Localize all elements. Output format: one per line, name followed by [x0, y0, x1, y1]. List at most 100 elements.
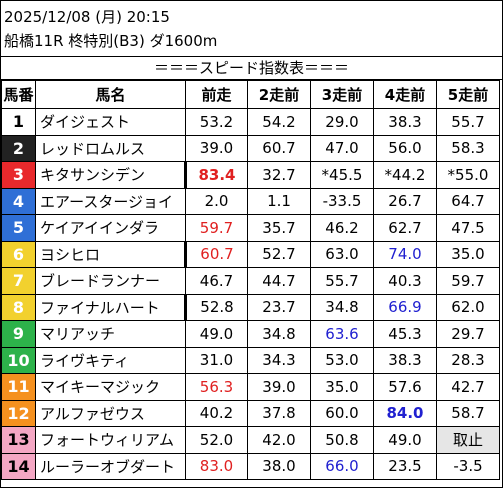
speed-index-cell: 47.5	[436, 214, 500, 242]
speed-index-cell: 62.0	[436, 293, 500, 321]
speed-index-cell: 38.3	[373, 346, 437, 374]
horse-name: ブレードランナー	[35, 267, 186, 295]
speed-index-cell: 34.3	[247, 346, 311, 374]
speed-index-cell: *55.0	[436, 161, 500, 189]
horse-number: 1	[1, 108, 36, 136]
speed-index-cell: 46.7	[185, 267, 248, 295]
speed-index-cell: 63.0	[310, 240, 374, 268]
speed-index-cell: 83.4	[184, 161, 248, 189]
speed-index-cell: 46.2	[310, 214, 374, 242]
table-row: 13 フォートウィリアム 52.0 42.0 50.8 49.0 取止	[1, 426, 500, 454]
header-last-race: 前走	[185, 80, 248, 109]
table-row: 4 エアースタージョイ 2.0 1.1 -33.5 26.7 64.7	[1, 187, 500, 215]
speed-index-cell: 53.0	[310, 346, 374, 374]
speed-index-cell: 42.0	[247, 426, 311, 454]
speed-index-cell: 56.3	[185, 373, 248, 401]
speed-index-cell: 53.2	[185, 108, 248, 136]
table-row: 11 マイキーマジック 56.3 39.0 35.0 57.6 42.7	[1, 373, 500, 401]
horse-name: ヨシヒロ	[35, 240, 186, 268]
speed-index-cell: 42.7	[436, 373, 500, 401]
speed-index-cell: 60.7	[247, 134, 311, 162]
speed-index-cell: 74.0	[373, 240, 437, 268]
speed-index-cell: 35.0	[310, 373, 374, 401]
speed-index-cell: 29.7	[436, 320, 500, 348]
horse-number: 8	[1, 293, 36, 321]
speed-index-cell: 54.2	[247, 108, 311, 136]
speed-index-cell: 29.0	[310, 108, 374, 136]
speed-index-cell: 55.7	[310, 267, 374, 295]
table-row: 5 ケイアイインダラ 59.7 35.7 46.2 62.7 47.5	[1, 214, 500, 242]
table-row: 8 ファイナルハート 52.8 23.7 34.8 66.9 62.0	[1, 293, 500, 321]
speed-index-cell: 37.8	[247, 399, 311, 427]
speed-index-cell: 45.3	[373, 320, 437, 348]
speed-index-cell: 34.8	[310, 293, 374, 321]
header-horse-name: 馬名	[35, 80, 186, 109]
speed-index-table: 馬番 馬名 前走 2走前 3走前 4走前 5走前 1 ダイジェスト 53.2 54.2…	[1, 80, 500, 480]
speed-index-cell: -33.5	[310, 187, 374, 215]
header-5-races-ago: 5走前	[436, 80, 500, 109]
speed-index-cell: 47.0	[310, 134, 374, 162]
speed-index-cell: 59.7	[436, 267, 500, 295]
speed-index-cell: 取止	[436, 426, 500, 454]
horse-number: 2	[1, 134, 36, 162]
horse-number: 14	[1, 452, 36, 480]
horse-name: フォートウィリアム	[35, 426, 186, 454]
header-4-races-ago: 4走前	[373, 80, 437, 109]
race-title: 船橋11R 柊特別(B3) ダ1600m	[4, 32, 218, 50]
speed-index-cell: 57.6	[373, 373, 437, 401]
table-row: 3 キタサンシデン 83.4 32.7 *45.5 *44.2 *55.0	[1, 161, 500, 189]
speed-index-cell: 44.7	[247, 267, 311, 295]
speed-index-cell: 28.3	[436, 346, 500, 374]
horse-name: キタサンシデン	[35, 161, 186, 189]
table-banner: ＝＝＝スピード指数表＝＝＝	[1, 56, 502, 80]
speed-index-cell: *45.5	[310, 161, 374, 189]
speed-index-cell: 84.0	[373, 399, 437, 427]
horse-number: 11	[1, 373, 36, 401]
speed-index-cell: 58.7	[436, 399, 500, 427]
speed-index-cell: 35.0	[436, 240, 500, 268]
speed-index-cell: 49.0	[185, 320, 248, 348]
speed-index-cell: 49.0	[373, 426, 437, 454]
speed-index-cell: -3.5	[436, 452, 500, 480]
header-number: 馬番	[1, 80, 36, 109]
speed-index-cell: 60.0	[310, 399, 374, 427]
horse-name: ファイナルハート	[35, 293, 186, 321]
horse-number: 6	[1, 240, 36, 268]
header-2-races-ago: 2走前	[247, 80, 311, 109]
header-3-races-ago: 3走前	[310, 80, 374, 109]
horse-name: マリアッチ	[35, 320, 186, 348]
speed-index-cell: 83.0	[185, 452, 248, 480]
horse-number: 9	[1, 320, 36, 348]
horse-name: ダイジェスト	[35, 108, 186, 136]
horse-number: 3	[1, 161, 36, 189]
horse-number: 13	[1, 426, 36, 454]
horse-name: アルファゼウス	[35, 399, 186, 427]
horse-number: 7	[1, 267, 36, 295]
speed-index-cell: 62.7	[373, 214, 437, 242]
speed-index-cell: 52.7	[247, 240, 311, 268]
horse-name: マイキーマジック	[35, 373, 186, 401]
table-row: 6 ヨシヒロ 60.7 52.7 63.0 74.0 35.0	[1, 240, 500, 268]
horse-number: 10	[1, 346, 36, 374]
speed-index-cell: 55.7	[436, 108, 500, 136]
table-row: 7 ブレードランナー 46.7 44.7 55.7 40.3 59.7	[1, 267, 500, 295]
speed-index-cell: 50.8	[310, 426, 374, 454]
horse-name: ケイアイインダラ	[35, 214, 186, 242]
speed-index-cell: 60.7	[184, 240, 248, 268]
speed-index-cell: 38.3	[373, 108, 437, 136]
table-row: 1 ダイジェスト 53.2 54.2 29.0 38.3 55.7	[1, 108, 500, 136]
table-row: 10 ライヴキティ 31.0 34.3 53.0 38.3 28.3	[1, 346, 500, 374]
horse-number: 12	[1, 399, 36, 427]
horse-name: エアースタージョイ	[35, 187, 186, 215]
horse-number: 5	[1, 214, 36, 242]
speed-index-cell: 38.0	[247, 452, 311, 480]
speed-index-cell: 23.5	[373, 452, 437, 480]
speed-index-cell: 35.7	[247, 214, 311, 242]
speed-index-cell: 31.0	[185, 346, 248, 374]
horse-name: ライヴキティ	[35, 346, 186, 374]
speed-index-cell: 66.0	[310, 452, 374, 480]
speed-index-cell: 26.7	[373, 187, 437, 215]
speed-index-cell: 39.0	[185, 134, 248, 162]
speed-index-cell: 32.7	[247, 161, 311, 189]
speed-index-cell: 23.7	[247, 293, 311, 321]
